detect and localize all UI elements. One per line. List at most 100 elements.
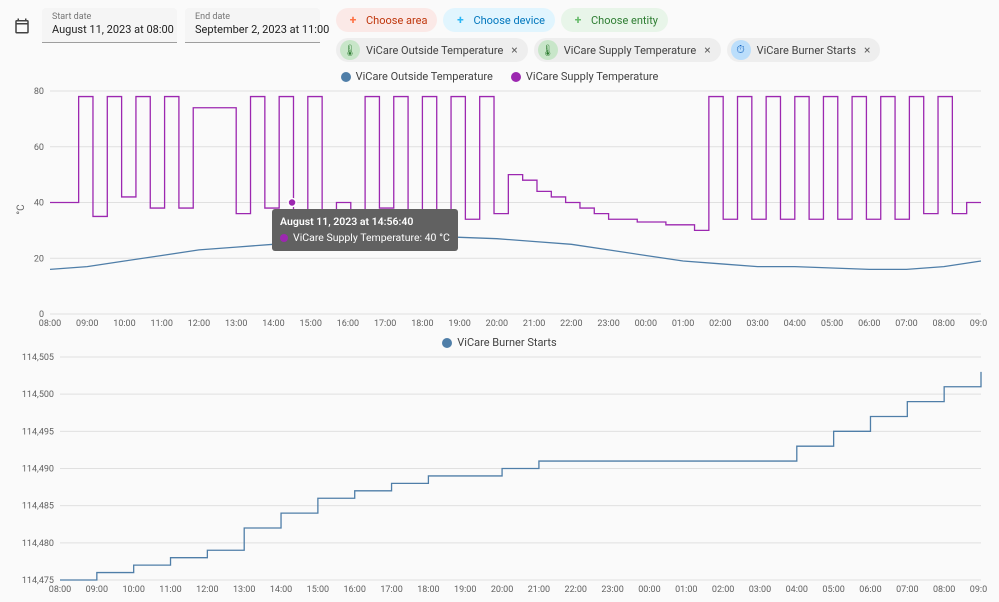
svg-text:08:00: 08:00 [933, 319, 955, 329]
counter-icon: ⏱ [731, 40, 751, 60]
svg-text:22:00: 22:00 [560, 319, 582, 329]
svg-text:19:00: 19:00 [454, 585, 476, 595]
start-date-field[interactable]: Start date August 11, 2023 at 08:00 [42, 8, 177, 43]
svg-text:23:00: 23:00 [597, 319, 619, 329]
chip-label: ViCare Outside Temperature [366, 44, 503, 57]
chip-label: ViCare Burner Starts [757, 44, 856, 57]
svg-text:23:00: 23:00 [601, 585, 623, 595]
filter-chip[interactable]: 🌡 ViCare Outside Temperature × [336, 38, 528, 62]
svg-text:06:00: 06:00 [858, 319, 880, 329]
svg-text:°C: °C [16, 204, 27, 215]
svg-text:13:00: 13:00 [225, 319, 247, 329]
svg-text:11:00: 11:00 [151, 319, 173, 329]
close-icon[interactable]: × [704, 43, 710, 57]
svg-text:12:00: 12:00 [196, 585, 218, 595]
toolbar: Start date August 11, 2023 at 08:00 End … [0, 0, 999, 66]
choose-device-chip[interactable]: + Choose device [443, 8, 555, 32]
svg-text:04:00: 04:00 [784, 319, 806, 329]
svg-text:14:00: 14:00 [270, 585, 292, 595]
svg-text:01:00: 01:00 [675, 585, 697, 595]
svg-text:09:00: 09:00 [76, 319, 98, 329]
svg-text:07:00: 07:00 [895, 319, 917, 329]
svg-text:09:00: 09:00 [970, 319, 987, 329]
svg-text:20:00: 20:00 [491, 585, 513, 595]
filter-chips-row: 🌡 ViCare Outside Temperature × 🌡 ViCare Supp… [336, 38, 880, 62]
svg-text:80: 80 [34, 87, 44, 97]
svg-text:114,490: 114,490 [22, 465, 54, 475]
plus-icon: + [346, 13, 360, 27]
svg-text:114,500: 114,500 [22, 390, 54, 400]
legend-dot [511, 72, 521, 82]
svg-text:114,480: 114,480 [22, 539, 54, 549]
close-icon[interactable]: × [864, 43, 870, 57]
choose-area-chip[interactable]: + Choose area [336, 8, 437, 32]
end-date-field[interactable]: End date September 2, 2023 at 11:00 [185, 8, 320, 43]
plus-icon: + [453, 13, 467, 27]
chart1-wrap: 02040608008:0009:0010:0011:0012:0013:001… [12, 87, 987, 332]
chart2-wrap: 114,475114,480114,485114,490114,495114,5… [12, 353, 987, 598]
svg-text:00:00: 00:00 [638, 585, 660, 595]
close-icon[interactable]: × [511, 43, 517, 57]
svg-text:60: 60 [34, 143, 44, 153]
svg-text:09:00: 09:00 [86, 585, 108, 595]
legend-item[interactable]: ViCare Burner Starts [442, 336, 556, 349]
svg-text:08:00: 08:00 [49, 585, 71, 595]
legend-dot [442, 338, 452, 348]
svg-text:10:00: 10:00 [122, 585, 144, 595]
svg-text:21:00: 21:00 [528, 585, 550, 595]
legend-item[interactable]: ViCare Outside Temperature [341, 70, 493, 83]
svg-text:14:00: 14:00 [262, 319, 284, 329]
burner-starts-chart[interactable]: 114,475114,480114,485114,490114,495114,5… [12, 353, 987, 598]
svg-text:03:00: 03:00 [746, 319, 768, 329]
chart2-legend: ViCare Burner Starts [12, 332, 987, 353]
svg-text:15:00: 15:00 [299, 319, 321, 329]
svg-text:20: 20 [34, 254, 44, 264]
svg-text:16:00: 16:00 [344, 585, 366, 595]
svg-text:13:00: 13:00 [233, 585, 255, 595]
legend-label: ViCare Burner Starts [457, 336, 556, 349]
thermo-icon: 🌡 [340, 40, 360, 60]
svg-text:02:00: 02:00 [712, 585, 734, 595]
legend-dot [341, 72, 351, 82]
end-date-value: September 2, 2023 at 11:00 [195, 23, 310, 36]
action-chips-row: + Choose area + Choose device + Choose e… [336, 8, 880, 32]
chips-column: + Choose area + Choose device + Choose e… [336, 8, 880, 62]
svg-text:19:00: 19:00 [448, 319, 470, 329]
plus-icon: + [571, 13, 585, 27]
svg-text:20:00: 20:00 [486, 319, 508, 329]
legend-label: ViCare Supply Temperature [526, 70, 659, 83]
choose-entity-chip[interactable]: + Choose entity [561, 8, 668, 32]
svg-text:05:00: 05:00 [821, 319, 843, 329]
svg-text:11:00: 11:00 [159, 585, 181, 595]
chip-label: Choose area [366, 14, 427, 27]
chart1-legend: ViCare Outside Temperature ViCare Supply … [0, 66, 999, 87]
svg-text:12:00: 12:00 [188, 319, 210, 329]
filter-chip[interactable]: 🌡 ViCare Supply Temperature × [534, 38, 721, 62]
calendar-icon[interactable] [10, 14, 34, 38]
chip-label: Choose device [473, 14, 545, 27]
svg-text:02:00: 02:00 [709, 319, 731, 329]
svg-text:114,495: 114,495 [22, 427, 54, 437]
svg-text:06:00: 06:00 [859, 585, 881, 595]
start-date-value: August 11, 2023 at 08:00 [52, 23, 167, 36]
svg-text:00:00: 00:00 [635, 319, 657, 329]
filter-chip[interactable]: ⏱ ViCare Burner Starts × [727, 38, 881, 62]
svg-text:17:00: 17:00 [374, 319, 396, 329]
temperature-chart[interactable]: 02040608008:0009:0010:0011:0012:0013:001… [12, 87, 987, 332]
svg-text:17:00: 17:00 [380, 585, 402, 595]
chip-label: ViCare Supply Temperature [564, 44, 697, 57]
svg-text:09:00: 09:00 [970, 585, 987, 595]
svg-text:40: 40 [34, 199, 44, 209]
svg-text:18:00: 18:00 [411, 319, 433, 329]
legend-label: ViCare Outside Temperature [356, 70, 493, 83]
legend-item[interactable]: ViCare Supply Temperature [511, 70, 659, 83]
end-date-label: End date [195, 12, 310, 22]
svg-text:18:00: 18:00 [417, 585, 439, 595]
thermo-icon: 🌡 [538, 40, 558, 60]
charts-area: 02040608008:0009:0010:0011:0012:0013:001… [0, 87, 999, 598]
chip-label: Choose entity [591, 14, 658, 27]
svg-text:04:00: 04:00 [786, 585, 808, 595]
svg-text:16:00: 16:00 [337, 319, 359, 329]
svg-text:21:00: 21:00 [523, 319, 545, 329]
svg-text:114,485: 114,485 [22, 502, 54, 512]
